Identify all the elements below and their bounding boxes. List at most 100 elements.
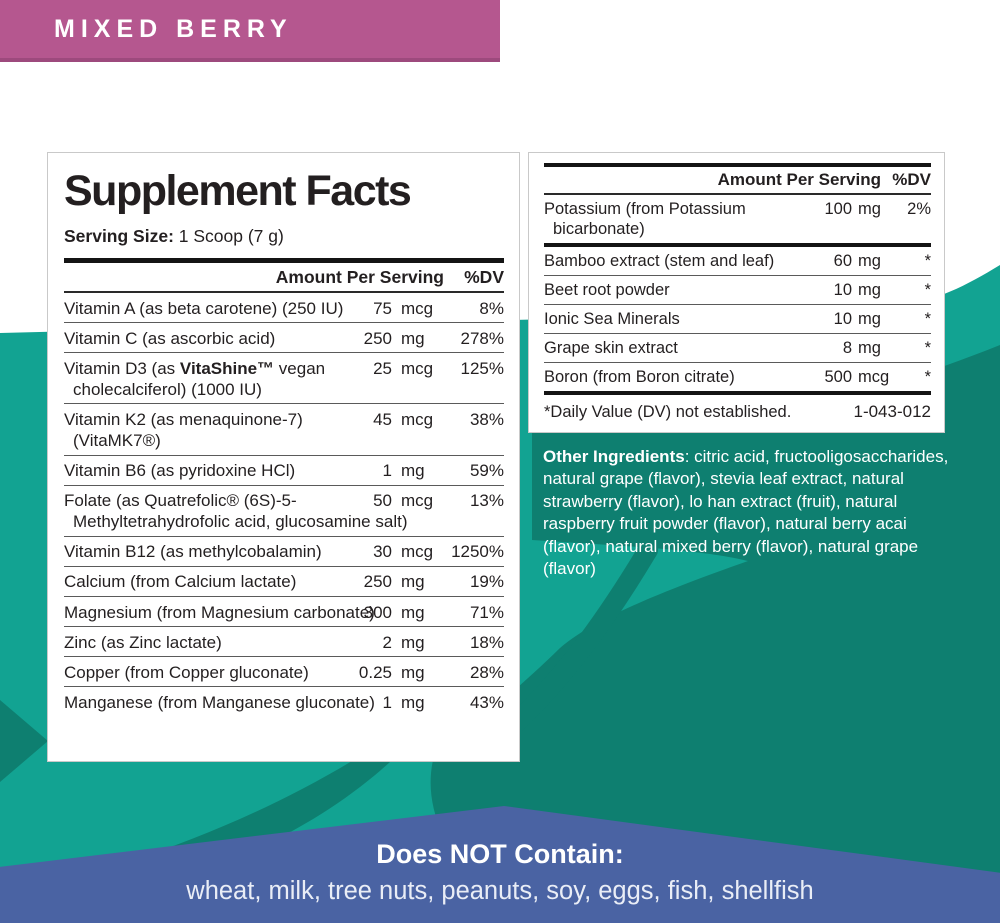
row-name-line2: Methyltetrahydrofolic acid, glucosamine … [73, 512, 408, 532]
row-amount: 1 [382, 692, 392, 712]
row-unit: mcg [401, 542, 434, 562]
row-name: Vitamin C (as ascorbic acid) [64, 328, 276, 348]
table-row: Zinc (as Zinc lactate) 2 mg 18% [64, 627, 504, 658]
row-name: Magnesium (from Magnesium carbonate) [64, 602, 375, 622]
row-amount: 1 [382, 461, 392, 481]
row-unit: mcg [401, 491, 434, 511]
other-ingredients: Other Ingredients: citric acid, fructool… [543, 446, 955, 581]
row-name: Vitamin K2 (as menaquinone-7) [64, 409, 303, 429]
row-dv: * [924, 251, 931, 270]
supplement-facts-title: Supplement Facts [64, 167, 412, 215]
row-dv: 278% [460, 328, 504, 348]
table-row: Vitamin D3 (as VitaShine™ vegan cholecal… [64, 353, 504, 405]
serving-size-value: 1 Scoop (7 g) [173, 226, 284, 247]
dv-footnote-row: *Daily Value (DV) not established. 1-043… [544, 395, 931, 422]
row-dv: * [924, 309, 931, 328]
row-unit: mg [858, 309, 881, 328]
row-unit: mg [401, 602, 425, 622]
row-unit: mg [401, 692, 425, 712]
dv-footnote: *Daily Value (DV) not established. [544, 402, 792, 421]
left-table-rows: Vitamin A (as beta carotene) (250 IU) 75… [64, 293, 504, 716]
row-amount: 250 [363, 572, 392, 592]
row-name: Vitamin A (as beta carotene) (250 IU) [64, 298, 344, 318]
product-code: 1-043-012 [853, 401, 931, 421]
amount-per-serving-header: Amount Per Serving [275, 267, 444, 288]
row-dv: 19% [469, 572, 504, 592]
table-row: Grape skin extract 8 mg * [544, 334, 931, 363]
row-amount: 45 [373, 409, 392, 429]
row-unit: mg [401, 632, 425, 652]
row-amount: 2 [382, 632, 392, 652]
row-amount: 300 [363, 602, 392, 622]
row-dv: 59% [469, 461, 504, 481]
flavor-banner: MIXED BERRY [0, 0, 500, 62]
row-amount: 10 [833, 309, 852, 328]
row-unit: mg [401, 328, 425, 348]
row-name: Beet root powder [544, 280, 670, 299]
does-not-contain-banner: Does NOT Contain: wheat, milk, tree nuts… [0, 806, 1000, 923]
table-row: Magnesium (from Magnesium carbonate) 300… [64, 597, 504, 628]
row-dv: 71% [469, 602, 504, 622]
left-table-header: Amount Per Serving %DV [64, 263, 504, 294]
row-amount: 75 [373, 298, 392, 318]
row-unit: mg [401, 572, 425, 592]
row-dv: 28% [469, 662, 504, 682]
row-unit: mg [401, 662, 425, 682]
row-unit: mg [401, 461, 425, 481]
table-row: Vitamin B12 (as methylcobalamin) 30 mcg … [64, 537, 504, 567]
row-name-line2: bicarbonate) [553, 220, 645, 239]
right-table-rows: Potassium (from Potassium bicarbonate) 1… [544, 195, 931, 395]
row-name: Vitamin B6 (as pyridoxine HCl) [64, 461, 296, 481]
row-dv: * [924, 280, 931, 299]
other-ingredients-text: : citric acid, fructooligosaccharides, n… [543, 447, 949, 579]
row-unit: mg [858, 338, 881, 357]
swoosh-left-wedge [0, 700, 48, 782]
row-amount: 250 [363, 328, 392, 348]
row-name-line2: cholecalciferol) (1000 IU) [73, 379, 262, 399]
serving-size: Serving Size: 1 Scoop (7 g) [64, 226, 504, 247]
row-amount: 30 [373, 542, 392, 562]
row-dv: 18% [469, 632, 504, 652]
table-row: Bamboo extract (stem and leaf) 60 mg * [544, 247, 931, 276]
row-amount: 0.25 [358, 662, 392, 682]
row-unit: mcg [401, 409, 434, 429]
row-unit: mcg [858, 367, 890, 386]
row-dv: 43% [469, 692, 504, 712]
right-table-header: Amount Per Serving %DV [544, 167, 931, 195]
supplement-facts-panel: Supplement Facts Serving Size: 1 Scoop (… [47, 152, 520, 762]
row-name: Grape skin extract [544, 338, 678, 357]
row-name: Manganese (from Manganese gluconate) [64, 692, 375, 712]
table-row: Boron (from Boron citrate) 500 mcg * [544, 363, 931, 395]
table-row: Manganese (from Manganese gluconate) 1 m… [64, 687, 504, 716]
table-row: Folate (as Quatrefolic® (6S)-5- Methylte… [64, 486, 504, 537]
row-name-line2: (VitaMK7®) [73, 431, 161, 451]
table-row: Copper (from Copper gluconate) 0.25 mg 2… [64, 657, 504, 688]
row-name: Boron (from Boron citrate) [544, 367, 735, 386]
row-dv: * [924, 367, 931, 386]
table-row: Vitamin K2 (as menaquinone-7) (VitaMK7®)… [64, 404, 504, 456]
row-amount: 50 [373, 491, 392, 511]
table-row: Ionic Sea Minerals 10 mg * [544, 305, 931, 334]
row-name: Ionic Sea Minerals [544, 309, 680, 328]
table-row: Beet root powder 10 mg * [544, 276, 931, 305]
row-amount: 100 [824, 200, 852, 218]
row-unit: mcg [401, 358, 434, 378]
row-unit: mg [858, 200, 881, 218]
table-row: Potassium (from Potassium bicarbonate) 1… [544, 195, 931, 247]
row-name: Bamboo extract (stem and leaf) [544, 251, 775, 270]
row-name: Zinc (as Zinc lactate) [64, 632, 222, 652]
row-dv: 1250% [451, 542, 504, 562]
row-amount: 10 [833, 280, 852, 299]
row-unit: mg [858, 251, 881, 270]
row-name: Potassium (from Potassium [544, 200, 746, 218]
divider-thick [544, 163, 931, 167]
row-unit: mcg [401, 298, 434, 318]
row-dv: 125% [460, 358, 504, 378]
row-unit: mg [858, 280, 881, 299]
table-row: Vitamin C (as ascorbic acid) 250 mg 278% [64, 323, 504, 354]
row-name: Folate (as Quatrefolic® (6S)-5- [64, 491, 297, 511]
table-row: Calcium (from Calcium lactate) 250 mg 19… [64, 567, 504, 597]
row-amount: 500 [824, 367, 852, 386]
row-amount: 25 [373, 358, 392, 378]
